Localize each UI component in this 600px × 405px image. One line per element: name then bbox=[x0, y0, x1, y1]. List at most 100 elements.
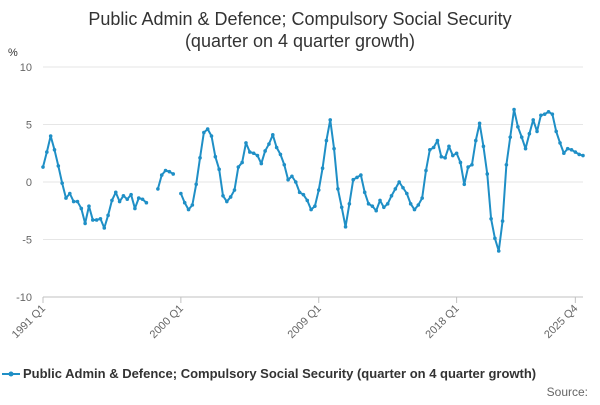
data-point bbox=[278, 152, 283, 157]
data-point bbox=[458, 160, 463, 165]
data-point bbox=[225, 199, 229, 204]
data-point bbox=[71, 199, 76, 204]
data-point bbox=[171, 172, 176, 176]
data-point bbox=[546, 110, 551, 114]
data-point bbox=[405, 191, 409, 196]
data-point bbox=[370, 204, 375, 208]
data-point bbox=[125, 197, 130, 202]
y-tick-label: -10 bbox=[16, 292, 32, 304]
data-point bbox=[573, 150, 578, 154]
data-point bbox=[156, 187, 160, 191]
data-point bbox=[443, 156, 447, 160]
data-point bbox=[343, 225, 348, 229]
data-point bbox=[431, 145, 436, 150]
data-point bbox=[355, 175, 359, 180]
source-label: Source: bbox=[547, 385, 588, 399]
data-point bbox=[48, 134, 53, 138]
y-tick-label: 0 bbox=[26, 177, 32, 189]
data-point bbox=[481, 144, 486, 149]
data-point bbox=[94, 218, 99, 222]
data-point bbox=[110, 198, 114, 203]
data-point bbox=[102, 226, 107, 230]
data-point bbox=[527, 131, 532, 136]
x-tick-label: 2025 Q4 bbox=[542, 303, 580, 341]
x-tick-label: 1991 Q1 bbox=[10, 303, 48, 341]
y-axis-ticks: 10 5 0 -5 -10 bbox=[16, 62, 32, 304]
data-point bbox=[393, 187, 398, 191]
data-point bbox=[293, 180, 298, 184]
data-point bbox=[52, 148, 57, 152]
data-point bbox=[466, 165, 470, 169]
x-tick-label: 2000 Q1 bbox=[148, 303, 186, 341]
chart-title: Public Admin & Defence; Compulsory Socia… bbox=[88, 9, 511, 29]
data-point bbox=[542, 112, 547, 116]
data-point bbox=[290, 174, 294, 179]
x-tick-label: 2018 Q1 bbox=[423, 303, 461, 341]
data-point bbox=[136, 196, 141, 200]
data-point bbox=[182, 200, 187, 205]
data-point bbox=[485, 172, 490, 176]
data-point bbox=[535, 129, 539, 134]
data-point bbox=[133, 206, 137, 211]
data-point bbox=[473, 138, 478, 143]
data-point bbox=[159, 173, 164, 177]
data-point bbox=[382, 205, 386, 210]
data-point bbox=[286, 177, 290, 182]
data-point bbox=[569, 148, 574, 152]
data-point bbox=[454, 151, 459, 156]
data-point bbox=[539, 113, 543, 118]
data-point bbox=[347, 202, 352, 206]
data-point bbox=[297, 190, 302, 195]
legend[interactable]: Public Admin & Defence; Compulsory Socia… bbox=[2, 366, 536, 381]
data-point bbox=[282, 162, 287, 167]
x-axis-ticks: 1991 Q1 2000 Q1 2009 Q1 2018 Q1 2025 Q4 bbox=[10, 297, 580, 341]
data-point bbox=[113, 190, 118, 195]
data-point bbox=[435, 138, 440, 143]
data-point bbox=[213, 154, 218, 159]
data-point bbox=[516, 125, 520, 129]
data-point bbox=[90, 218, 95, 222]
data-point bbox=[519, 135, 524, 139]
data-point bbox=[205, 127, 210, 131]
data-point bbox=[309, 207, 313, 212]
data-point bbox=[263, 149, 267, 153]
data-point bbox=[554, 129, 558, 134]
data-point bbox=[489, 217, 493, 221]
y-tick-label: 5 bbox=[26, 120, 32, 132]
data-point bbox=[397, 180, 401, 184]
data-point bbox=[496, 249, 501, 253]
data-point bbox=[259, 161, 264, 166]
data-point bbox=[577, 152, 581, 157]
data-point bbox=[359, 173, 363, 177]
series-line-segment bbox=[42, 135, 148, 229]
data-point bbox=[366, 202, 371, 206]
data-point bbox=[550, 112, 555, 116]
series-line-segment bbox=[179, 108, 584, 252]
data-point bbox=[167, 169, 172, 174]
data-point bbox=[351, 177, 356, 182]
data-point bbox=[270, 133, 275, 137]
data-point bbox=[75, 199, 80, 204]
data-point bbox=[477, 121, 482, 126]
data-point bbox=[500, 219, 505, 223]
data-point bbox=[447, 144, 451, 149]
series-line-segment bbox=[156, 169, 175, 190]
y-tick-label: 10 bbox=[20, 62, 32, 74]
data-point bbox=[274, 145, 279, 150]
data-point bbox=[332, 146, 336, 151]
y-tick-label: -5 bbox=[22, 235, 32, 247]
data-point bbox=[232, 188, 237, 192]
series-points bbox=[41, 107, 585, 253]
data-point bbox=[424, 168, 428, 173]
y-axis-unit: % bbox=[8, 47, 18, 59]
data-point bbox=[198, 156, 202, 160]
data-point bbox=[140, 197, 145, 202]
data-point bbox=[531, 118, 536, 122]
data-point bbox=[117, 199, 122, 204]
data-point bbox=[56, 164, 61, 168]
legend-series-label: Public Admin & Defence; Compulsory Socia… bbox=[23, 366, 536, 381]
data-point bbox=[450, 153, 455, 158]
data-point bbox=[401, 185, 405, 190]
data-point bbox=[313, 204, 317, 208]
data-point bbox=[420, 196, 424, 200]
